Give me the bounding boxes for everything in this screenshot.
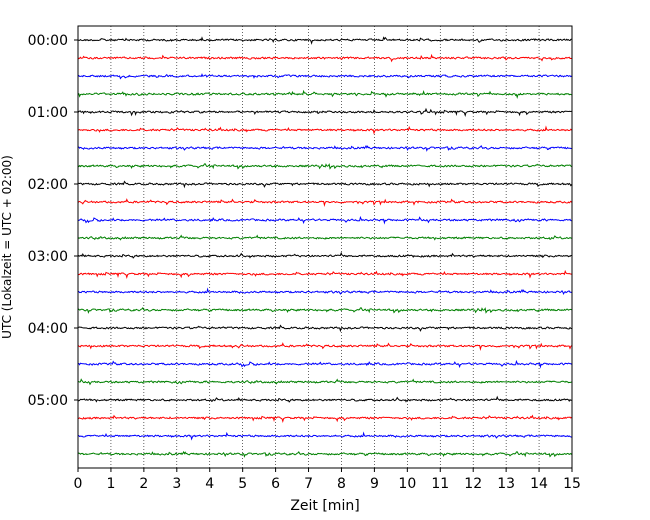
seismogram-trace (78, 215, 572, 225)
x-tick-label: 3 (172, 476, 181, 492)
seismogram-trace (77, 359, 572, 369)
seismogram-trace (77, 198, 572, 207)
seismogram-trace (77, 287, 572, 295)
y-axis-label: UTC (Lokalzeit = UTC + 02:00) (0, 155, 14, 339)
seismogram-trace (77, 395, 572, 403)
y-tick-label: 03:00 (28, 249, 68, 265)
x-grid (110, 26, 540, 468)
y-tick-label: 04:00 (28, 321, 68, 337)
y-axis: 00:00 01:00 02:00 03:00 04:00 05:00 (28, 33, 78, 409)
y-tick-label: 02:00 (28, 177, 68, 193)
x-tick-label: 12 (464, 476, 482, 492)
seismogram-trace (77, 144, 572, 152)
seismogram-trace (77, 342, 572, 351)
y-tick-label: 01:00 (28, 105, 68, 121)
seismogram-trace (77, 180, 573, 189)
seismogram-trace (77, 378, 572, 386)
y-tick-label: 05:00 (28, 393, 68, 409)
traces (77, 36, 573, 458)
plot-frame (77, 25, 573, 469)
seismogram-trace (77, 234, 572, 241)
x-tick-label: 9 (370, 476, 379, 492)
y-tick-label: 00:00 (28, 33, 68, 49)
seismogram-trace (77, 269, 572, 279)
seismogram-trace (77, 89, 572, 100)
x-tick-label: 6 (271, 476, 280, 492)
x-tick-label: 4 (205, 476, 214, 492)
seismogram-trace (77, 36, 572, 45)
x-tick-label: 10 (398, 476, 416, 492)
seismogram-trace (77, 414, 572, 423)
seismogram-trace (77, 450, 572, 458)
x-tick-label: 15 (563, 476, 581, 492)
x-tick-label: 7 (304, 476, 313, 492)
seismogram-trace (77, 73, 572, 80)
x-axis: 0 1 2 3 4 5 6 7 8 9 10 11 12 13 14 15 (74, 468, 581, 492)
x-tick-label: 1 (106, 476, 115, 492)
seismogram-trace (77, 163, 572, 170)
x-tick-label: 2 (139, 476, 148, 492)
seismogram-trace (77, 107, 572, 117)
x-tick-label: 13 (497, 476, 515, 492)
seismogram-trace (77, 251, 572, 259)
x-tick-label: 0 (74, 476, 83, 492)
seismogram-trace (77, 53, 572, 63)
seismogram-trace (77, 324, 572, 333)
seismogram-trace (77, 125, 572, 135)
x-axis-label: Zeit [min] (290, 498, 359, 514)
seismogram-trace (77, 431, 572, 441)
seismogram-trace (77, 306, 572, 314)
x-tick-label: 11 (431, 476, 449, 492)
x-tick-label: 5 (238, 476, 247, 492)
x-tick-label: 8 (337, 476, 346, 492)
x-tick-label: 14 (530, 476, 548, 492)
